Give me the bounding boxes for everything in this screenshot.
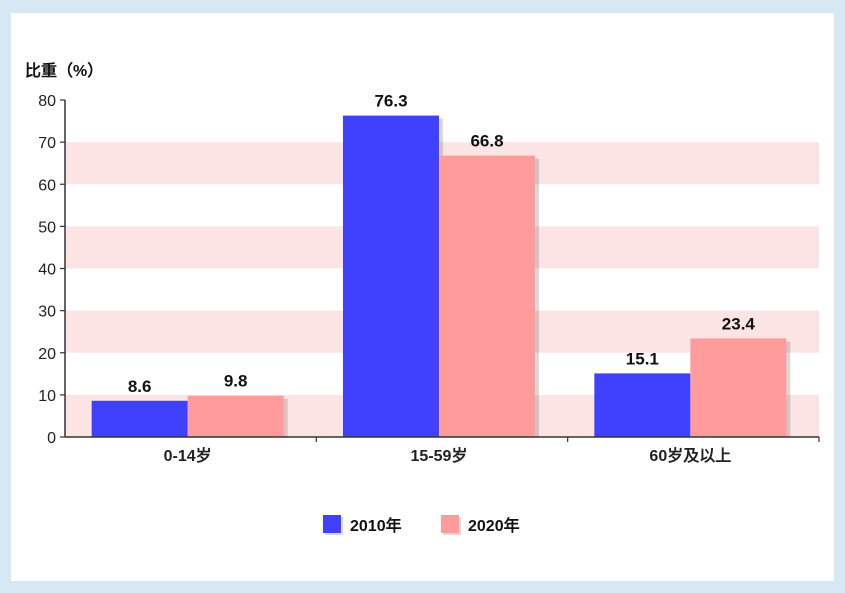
legend-swatch [441, 515, 459, 533]
bar [343, 115, 439, 438]
y-tick-label: 0 [47, 430, 56, 447]
x-category-label: 15-59岁 [411, 446, 468, 465]
data-label: 8.6 [128, 377, 152, 396]
y-tick-label: 20 [38, 346, 56, 363]
bar [594, 373, 691, 437]
x-category-label: 60岁及以上 [649, 446, 731, 465]
data-label: 66.8 [470, 132, 503, 151]
bar [690, 338, 787, 437]
y-tick-label: 30 [38, 304, 56, 321]
data-label: 9.8 [224, 372, 248, 391]
y-tick-label: 70 [38, 135, 56, 152]
chart-panel: 0 10 20 30 40 50 60 70 80 0-14岁 15-59岁 60岁及以上 8.6 9… [11, 13, 834, 581]
legend-label: 2020年 [468, 516, 520, 535]
bar-chart: 0 10 20 30 40 50 60 70 80 0-14岁 15-59岁 60岁及以上 8.6 9… [25, 61, 820, 535]
bar [187, 395, 284, 437]
legend-label: 2010年 [350, 516, 402, 535]
bar [439, 155, 535, 438]
y-tick-label: 40 [38, 262, 56, 279]
bars-group [91, 115, 791, 438]
bar [91, 400, 188, 437]
y-tick-label: 10 [38, 388, 56, 405]
data-label: 23.4 [722, 314, 756, 333]
legend-swatch [323, 515, 341, 533]
x-category-labels: 0-14岁 15-59岁 60岁及以上 [164, 437, 820, 465]
data-label: 15.1 [626, 349, 659, 368]
data-label: 76.3 [374, 92, 407, 111]
y-tick-label: 60 [38, 177, 56, 194]
y-tick-label: 80 [38, 93, 56, 110]
x-category-label: 0-14岁 [164, 446, 212, 465]
legend: 2010年 2020年 [323, 515, 520, 535]
y-tick-label: 50 [38, 219, 56, 236]
data-labels: 8.6 9.8 76.3 66.8 15.1 23.4 [128, 92, 756, 396]
y-axis-title: 比重（%） [25, 61, 103, 80]
y-tick-labels: 0 10 20 30 40 50 60 70 80 [38, 93, 65, 447]
